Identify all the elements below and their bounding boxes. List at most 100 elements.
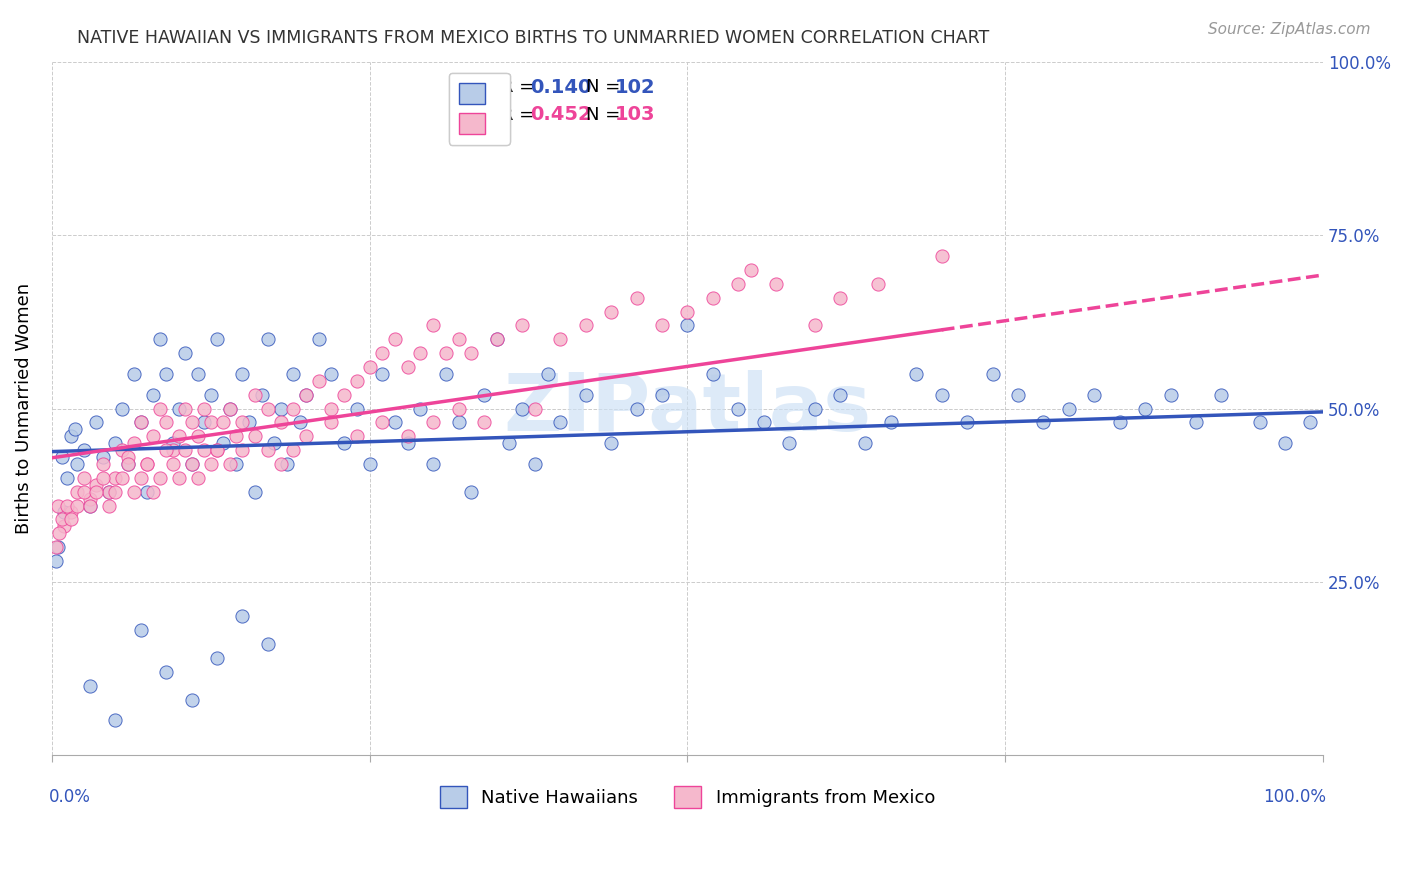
Point [79, 499, 101, 513]
Point [225, 429, 247, 443]
Legend: , : , [449, 72, 510, 145]
Point [905, 367, 928, 381]
Point [868, 277, 890, 291]
Point [155, 665, 177, 679]
Point [346, 401, 368, 416]
Point [193, 416, 215, 430]
Point [321, 401, 343, 416]
Point [187, 367, 209, 381]
Point [193, 401, 215, 416]
Point [79, 679, 101, 693]
Point [53, 519, 76, 533]
Point [1249, 416, 1271, 430]
Point [257, 637, 280, 651]
Point [174, 443, 197, 458]
Point [129, 471, 152, 485]
Point [155, 367, 177, 381]
Point [536, 367, 558, 381]
Point [828, 291, 851, 305]
Point [828, 387, 851, 401]
Point [117, 457, 139, 471]
Point [523, 401, 546, 416]
Point [295, 429, 318, 443]
Point [231, 609, 253, 624]
Point [422, 318, 444, 333]
Point [981, 367, 1004, 381]
Point [308, 332, 330, 346]
Point [257, 443, 280, 458]
Point [472, 416, 495, 430]
Point [97, 484, 120, 499]
Point [155, 443, 177, 458]
Point [124, 367, 146, 381]
Point [243, 484, 266, 499]
Point [270, 401, 292, 416]
Point [600, 436, 623, 450]
Point [308, 374, 330, 388]
Text: 100.0%: 100.0% [1263, 788, 1326, 806]
Point [149, 332, 172, 346]
Point [124, 484, 146, 499]
Point [167, 471, 190, 485]
Point [59, 506, 82, 520]
Point [676, 304, 699, 318]
Point [651, 387, 673, 401]
Point [1032, 416, 1054, 430]
Point [550, 416, 572, 430]
Point [180, 692, 202, 706]
Point [270, 457, 292, 471]
Point [162, 443, 184, 458]
Point [187, 429, 209, 443]
Point [205, 651, 228, 665]
Point [472, 387, 495, 401]
Point [600, 304, 623, 318]
Point [136, 457, 159, 471]
Point [91, 471, 114, 485]
Point [111, 443, 134, 458]
Point [321, 416, 343, 430]
Point [727, 401, 749, 416]
Point [765, 277, 787, 291]
Point [79, 491, 101, 506]
Point [396, 436, 419, 450]
Point [422, 457, 444, 471]
Point [193, 443, 215, 458]
Point [257, 332, 280, 346]
Point [243, 387, 266, 401]
Point [104, 484, 127, 499]
Point [72, 443, 94, 458]
Point [384, 416, 406, 430]
Point [117, 450, 139, 464]
Point [167, 401, 190, 416]
Point [371, 346, 394, 360]
Point [72, 484, 94, 499]
Point [283, 443, 305, 458]
Point [447, 332, 470, 346]
Point [180, 457, 202, 471]
Point [855, 436, 877, 450]
Point [283, 367, 305, 381]
Point [409, 346, 432, 360]
Point [396, 359, 419, 374]
Point [295, 387, 318, 401]
Point [97, 499, 120, 513]
Point [1083, 387, 1105, 401]
Point [1160, 387, 1182, 401]
Point [803, 401, 825, 416]
Text: 103: 103 [614, 105, 655, 124]
Point [523, 457, 546, 471]
Text: ZIPatlas: ZIPatlas [503, 369, 872, 448]
Point [460, 484, 482, 499]
Point [250, 387, 273, 401]
Point [231, 367, 253, 381]
Point [167, 429, 190, 443]
Point [66, 499, 89, 513]
Point [333, 436, 356, 450]
Point [129, 416, 152, 430]
Point [276, 457, 298, 471]
Point [136, 484, 159, 499]
Point [510, 318, 533, 333]
Point [409, 401, 432, 416]
Point [778, 436, 800, 450]
Point [288, 416, 311, 430]
